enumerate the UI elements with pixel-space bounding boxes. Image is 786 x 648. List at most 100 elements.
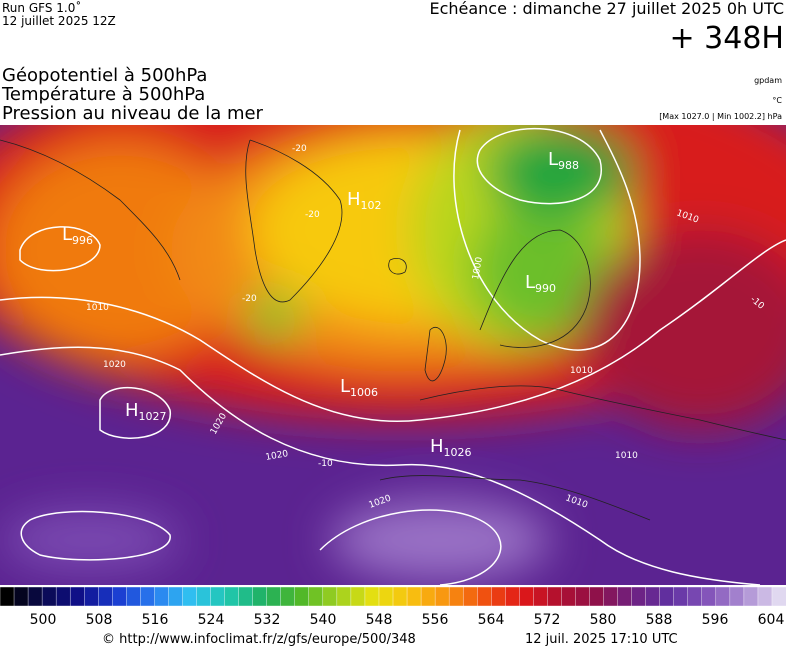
scale-label: 508 xyxy=(86,612,113,628)
scale-label: 596 xyxy=(702,612,729,628)
contour-label: 1020 xyxy=(103,360,126,370)
color-swatch xyxy=(154,586,170,607)
color-swatch xyxy=(336,586,352,607)
contour-label: 1010 xyxy=(86,303,109,313)
map xyxy=(0,125,786,585)
color-swatch xyxy=(224,586,240,607)
color-swatch xyxy=(631,586,647,607)
color-swatch xyxy=(322,586,338,607)
color-scale xyxy=(0,586,786,607)
scale-label: 548 xyxy=(366,612,393,628)
unit-label: gpdam xyxy=(754,76,782,85)
color-swatch xyxy=(603,586,619,607)
map-title: Pression au niveau de la mer xyxy=(2,103,264,124)
scale-label: 524 xyxy=(198,612,225,628)
contour-label: 1010 xyxy=(615,451,638,461)
color-swatch xyxy=(350,586,366,607)
color-swatch xyxy=(98,586,113,607)
pressure-system: L996 xyxy=(62,224,93,247)
color-swatch xyxy=(252,586,268,607)
color-swatch xyxy=(13,586,29,607)
color-swatch xyxy=(182,586,198,607)
forecast-time: Echéance : dimanche 27 juillet 2025 0h U… xyxy=(429,0,784,18)
pressure-system: H1027 xyxy=(125,400,167,423)
color-swatch xyxy=(547,586,563,607)
color-swatch xyxy=(491,586,506,607)
scale-label: 516 xyxy=(142,612,169,628)
color-swatch xyxy=(462,586,478,607)
color-swatch xyxy=(771,586,786,607)
color-swatch xyxy=(673,586,689,607)
run-label: Run GFS 1.0˚ xyxy=(2,0,81,15)
map-title: Température à 500hPa xyxy=(1,84,205,105)
color-swatch xyxy=(112,586,128,607)
contour-label: 1020 xyxy=(265,449,290,463)
color-swatch xyxy=(715,586,731,607)
contour-label: -10 xyxy=(318,459,333,469)
source-url: © http://www.infoclimat.fr/z/gfs/europe/… xyxy=(102,632,416,647)
color-swatch xyxy=(0,586,15,607)
color-swatch xyxy=(729,586,745,607)
color-swatch xyxy=(280,586,296,607)
color-swatch xyxy=(519,586,535,607)
scale-label: 564 xyxy=(478,612,505,628)
generated-time: 12 juil. 2025 17:10 UTC xyxy=(525,632,678,647)
map-title: Géopotentiel à 500hPa xyxy=(2,65,207,86)
color-swatch xyxy=(27,586,43,607)
scale-label: 604 xyxy=(758,612,785,628)
pressure-system: H102 xyxy=(347,189,382,212)
color-swatch xyxy=(757,586,773,607)
color-swatch xyxy=(294,586,310,607)
scale-label: 588 xyxy=(646,612,673,628)
scale-label: 556 xyxy=(422,612,449,628)
pressure-system: H1026 xyxy=(430,436,472,459)
scale-label: 540 xyxy=(310,612,337,628)
color-swatch xyxy=(126,586,142,607)
color-swatch xyxy=(392,586,408,607)
contour-label: 1010 xyxy=(570,366,593,376)
unit-label: °C xyxy=(772,96,782,105)
color-swatch xyxy=(41,586,57,607)
scale-label: 572 xyxy=(534,612,561,628)
pressure-system: L988 xyxy=(548,149,579,172)
color-swatch xyxy=(645,586,661,607)
color-swatch xyxy=(659,586,675,607)
color-swatch xyxy=(168,586,184,607)
color-swatch xyxy=(238,586,254,607)
contour-label: -20 xyxy=(292,144,307,154)
color-swatch xyxy=(617,586,633,607)
run-date: 12 juillet 2025 12Z xyxy=(2,14,116,28)
color-swatch xyxy=(210,586,226,607)
color-swatch xyxy=(308,586,324,607)
scale-label: 580 xyxy=(590,612,617,628)
isobars xyxy=(0,127,786,585)
color-swatch xyxy=(69,586,85,607)
color-swatch xyxy=(687,586,703,607)
color-swatch xyxy=(448,586,464,607)
contour-label: -20 xyxy=(242,294,257,304)
color-swatch xyxy=(743,586,759,607)
pressure-system: L1006 xyxy=(340,376,378,399)
color-swatch xyxy=(561,586,577,607)
forecast-offset: + 348H xyxy=(670,21,785,56)
color-swatch xyxy=(701,586,717,607)
contour-label: -20 xyxy=(305,210,320,220)
color-swatch xyxy=(140,586,156,607)
color-swatch xyxy=(84,586,99,607)
color-swatch xyxy=(575,586,591,607)
color-swatch xyxy=(364,586,380,607)
color-swatch xyxy=(378,586,394,607)
color-swatch xyxy=(505,586,521,607)
pressure-system: L990 xyxy=(525,272,556,295)
color-swatch xyxy=(420,586,436,607)
color-swatch xyxy=(406,586,422,607)
color-swatch xyxy=(196,586,212,607)
unit-label: [Max 1027.0 | Min 1002.2] hPa xyxy=(659,112,782,121)
scale-label: 500 xyxy=(30,612,57,628)
color-swatch xyxy=(434,586,450,607)
color-swatch xyxy=(589,586,605,607)
coastlines xyxy=(0,139,786,521)
scale-label: 532 xyxy=(254,612,281,628)
color-swatch xyxy=(266,586,282,607)
